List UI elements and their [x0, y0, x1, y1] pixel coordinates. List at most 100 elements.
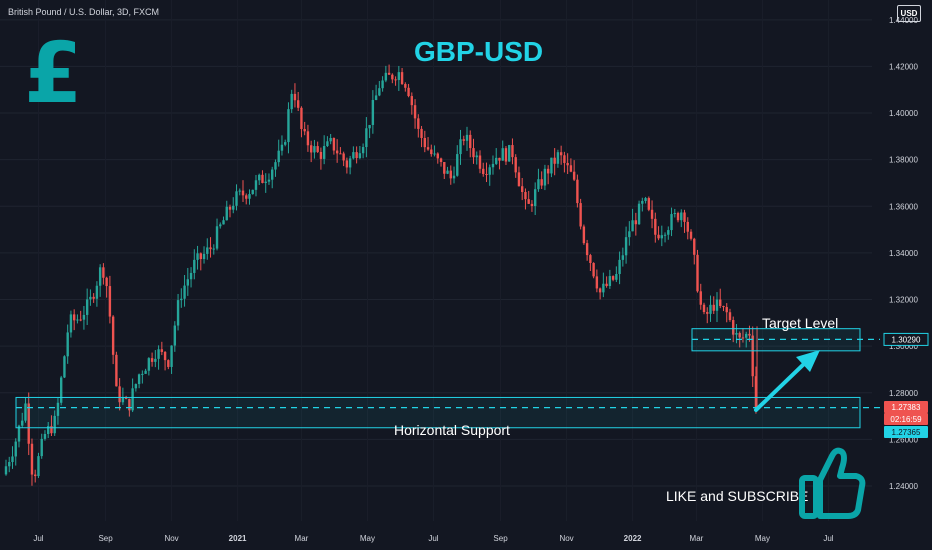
candle [98, 267, 102, 286]
candle [585, 243, 589, 256]
candle [309, 145, 313, 153]
candles [4, 64, 759, 486]
x-tick-label: Jul [823, 534, 833, 543]
candle [241, 190, 245, 196]
candle [296, 100, 300, 108]
candle [556, 152, 560, 164]
candle [689, 231, 693, 239]
candle [348, 158, 352, 168]
candle [342, 153, 345, 161]
x-tick-label: Mar [690, 534, 704, 543]
candle [576, 179, 579, 204]
candle [319, 151, 323, 159]
candle [410, 96, 414, 106]
candle [663, 234, 667, 236]
candle [118, 386, 121, 403]
candle [374, 95, 378, 100]
candle [472, 148, 475, 158]
candle [154, 358, 157, 362]
candle [667, 230, 670, 235]
candle [24, 403, 27, 421]
candle [8, 462, 11, 467]
time-axis[interactable]: Jul Sep Nov 2021 Mar May Jul Sep Nov 2022 Mar May Ju… [33, 534, 833, 543]
candle [696, 254, 699, 292]
candle [235, 191, 238, 206]
candle [137, 374, 141, 385]
candle [150, 358, 154, 362]
candle [530, 203, 534, 207]
candle [637, 203, 641, 225]
candle [264, 181, 267, 183]
candle [670, 214, 673, 231]
currency-button[interactable]: USD [897, 5, 921, 22]
candle [624, 237, 628, 256]
support-price-label-bg [884, 426, 928, 438]
chart-title: GBP-USD [414, 36, 544, 67]
candle [582, 226, 586, 244]
candle [37, 456, 40, 477]
candle [628, 231, 631, 238]
candle [475, 155, 478, 158]
candle [660, 235, 663, 239]
candle [92, 296, 95, 299]
candle [563, 155, 566, 163]
candle [254, 180, 258, 190]
last-price-label-bg [884, 401, 928, 413]
candle [748, 333, 751, 336]
candle [465, 134, 469, 141]
candle [498, 157, 501, 161]
candle [34, 474, 37, 477]
thumbs-up-icon [799, 447, 866, 519]
level-zones [15, 328, 880, 429]
candle [579, 203, 582, 227]
y-tick-label: 1.26000 [889, 435, 918, 444]
candle [50, 426, 53, 434]
price-labels: 1.30290 1.27383 02:16:59 1.27365 [883, 332, 929, 438]
candle [157, 349, 160, 359]
candle [420, 128, 423, 139]
symbol-title[interactable]: British Pound / U.S. Dollar, 3D, FXCM [8, 7, 160, 17]
candle [105, 277, 108, 287]
candle [225, 206, 228, 221]
candle [258, 174, 261, 181]
candle [89, 296, 92, 300]
candle [144, 370, 147, 374]
candle [69, 314, 73, 333]
candle [417, 118, 420, 129]
x-tick-label: Sep [493, 534, 508, 543]
candle [134, 384, 138, 389]
candle [611, 276, 615, 280]
candle [537, 179, 540, 190]
candle [715, 299, 719, 311]
x-tick-label: Mar [295, 534, 309, 543]
price-axis[interactable]: 1.24000 1.26000 1.28000 1.30000 1.32000 1.340… [889, 16, 918, 491]
candle [66, 332, 69, 357]
candle [592, 262, 595, 277]
x-tick-label: 2022 [624, 534, 642, 543]
y-tick-label: 1.28000 [889, 389, 918, 398]
candle [316, 146, 319, 152]
candle [654, 218, 657, 235]
candle [605, 283, 608, 287]
target-price-outline [883, 332, 929, 346]
candle [274, 162, 277, 170]
candle [358, 153, 362, 159]
candle [650, 209, 654, 219]
candle [180, 298, 183, 301]
candle [602, 283, 605, 293]
candle [559, 152, 563, 156]
candle [533, 189, 537, 207]
candle [527, 199, 530, 204]
candle [478, 155, 482, 169]
x-tick-label: Nov [164, 534, 178, 543]
candle [76, 319, 79, 321]
candle [634, 220, 638, 225]
candle [469, 134, 472, 149]
candle [433, 153, 436, 155]
candle [680, 212, 683, 221]
candle [63, 356, 66, 378]
candle [232, 205, 235, 210]
candle [199, 253, 202, 260]
candle [754, 376, 758, 409]
